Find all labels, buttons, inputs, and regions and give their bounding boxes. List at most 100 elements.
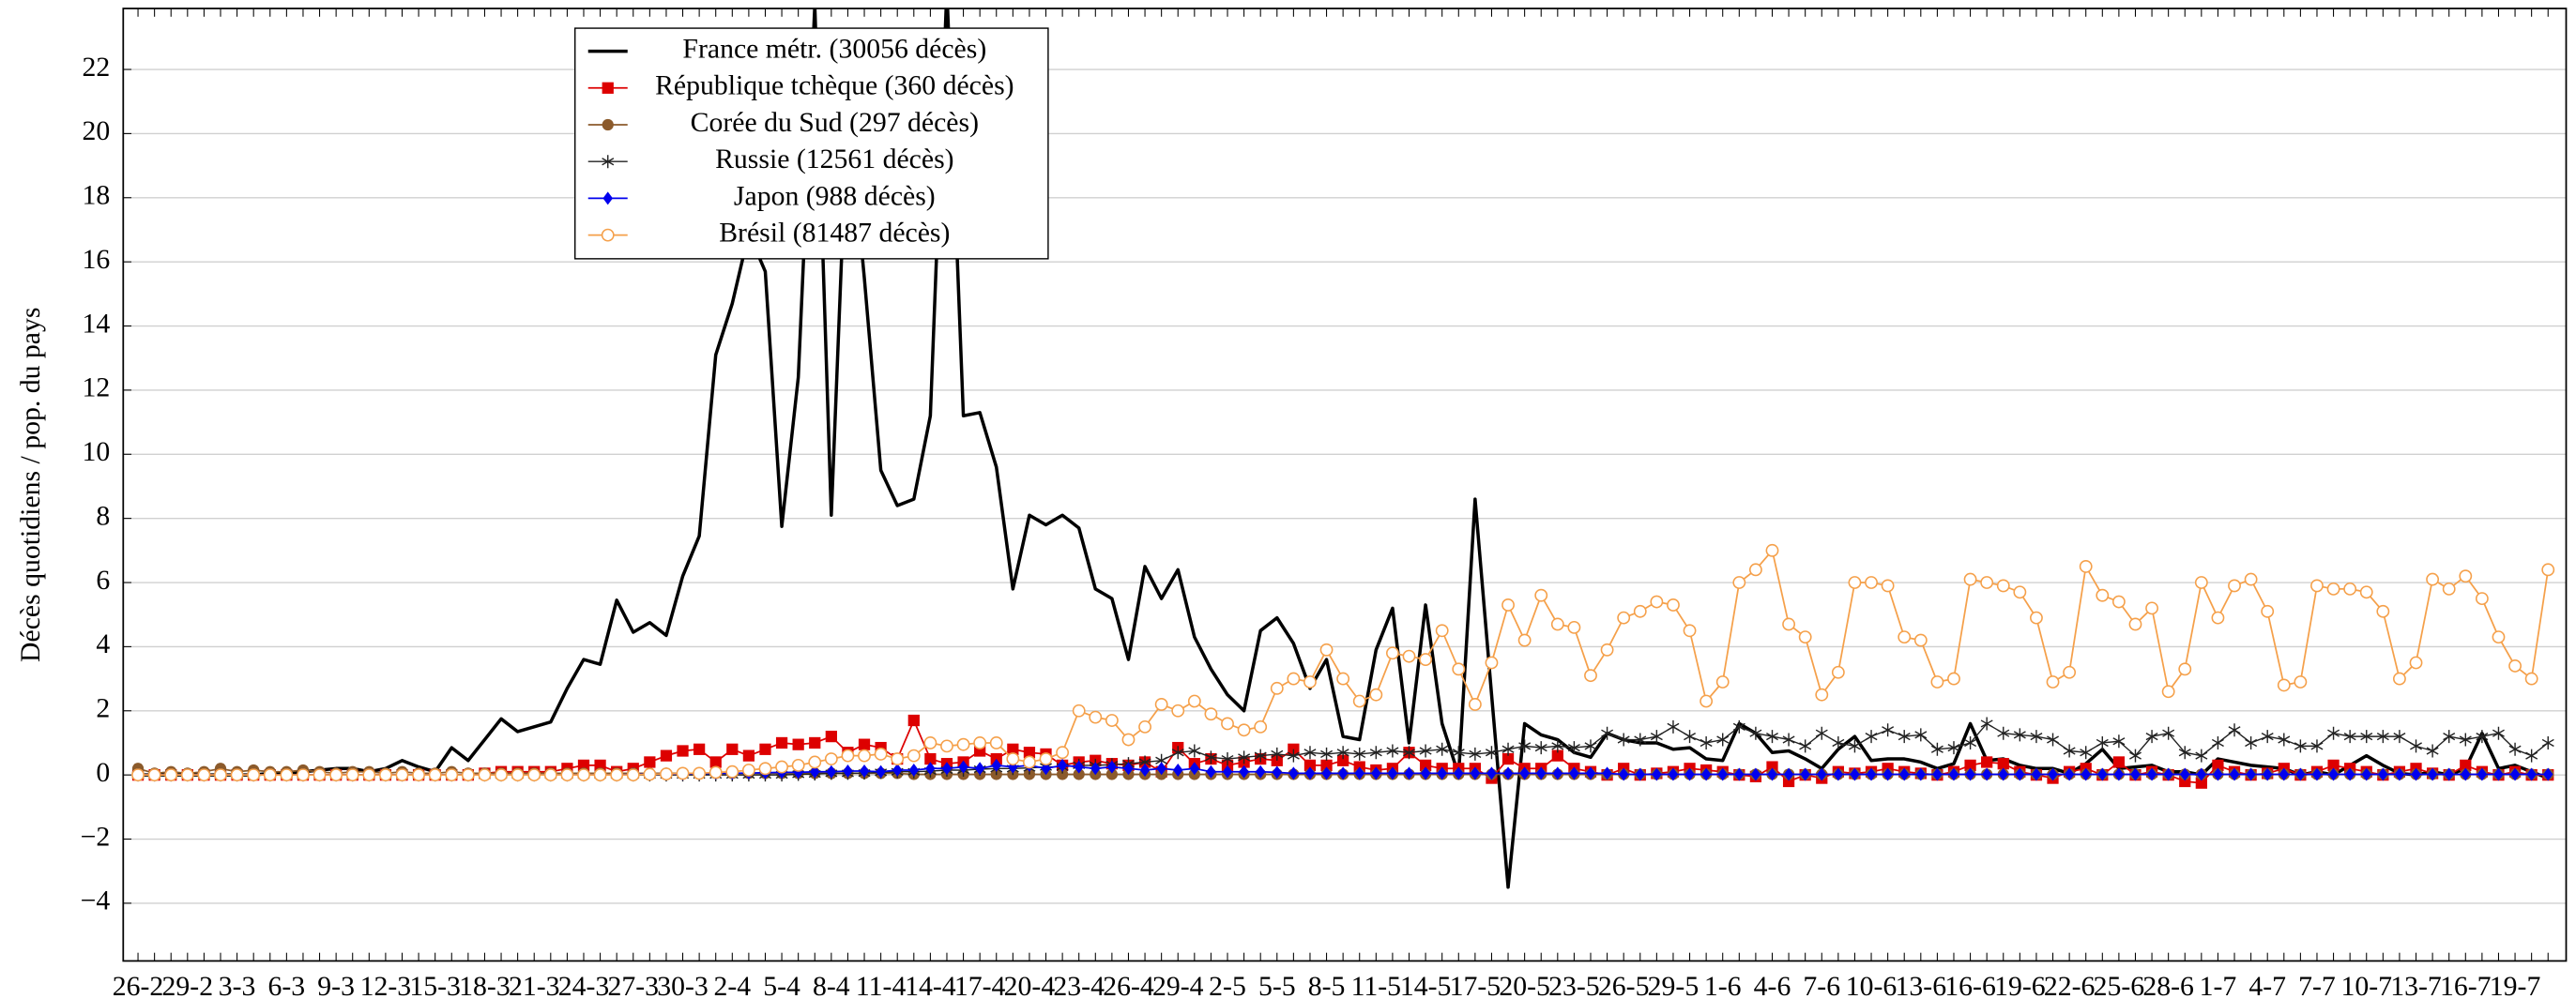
data-point (1452, 746, 1465, 760)
data-point (527, 768, 541, 782)
x-tick-label: 25-6 (2094, 971, 2145, 999)
legend-label: Russie (12561 décès) (715, 144, 953, 174)
data-point (2378, 767, 2388, 781)
data-point (925, 762, 936, 776)
data-point (1239, 764, 1249, 779)
data-point (859, 764, 870, 779)
data-point (1881, 579, 1895, 593)
data-point (1403, 746, 1415, 760)
x-tick-label: 19-7 (2490, 971, 2541, 999)
legend-box (574, 27, 1049, 260)
data-point (726, 743, 739, 755)
data-point (214, 768, 227, 782)
data-point (1072, 704, 1086, 718)
data-point (1618, 767, 1629, 781)
data-point (1930, 742, 1943, 756)
data-point (1898, 630, 1912, 644)
data-point (1336, 746, 1349, 760)
data-point (1766, 730, 1778, 744)
data-point (1470, 766, 1481, 780)
data-point (1238, 750, 1251, 764)
data-point (1501, 752, 1515, 765)
data-point (874, 748, 888, 761)
data-point (1717, 767, 1728, 781)
data-point (1684, 730, 1697, 744)
data-point (2228, 723, 2241, 737)
data-point (2328, 767, 2339, 781)
data-point (2113, 767, 2125, 781)
data-point (891, 752, 905, 765)
data-point (197, 768, 211, 782)
data-point (841, 749, 855, 763)
data-point (593, 768, 607, 782)
data-point (693, 743, 706, 755)
x-tick-label: 10-7 (2340, 971, 2392, 999)
data-point (2310, 579, 2324, 593)
data-point (693, 766, 707, 780)
x-tick-label: 23-5 (1548, 971, 1600, 999)
series-line (138, 8, 2549, 889)
data-point (2013, 728, 2026, 742)
data-point (2409, 656, 2423, 670)
data-point (1569, 766, 1579, 780)
data-point (973, 736, 987, 749)
data-point (1354, 766, 1364, 780)
data-point (1501, 742, 1515, 756)
data-point (1501, 598, 1515, 612)
data-point (2460, 759, 2472, 772)
data-point (2492, 726, 2505, 740)
data-point (1850, 767, 1860, 781)
data-point (1997, 726, 2010, 740)
data-point (1337, 754, 1349, 766)
data-point (825, 730, 837, 743)
x-tick-label: 22-6 (2044, 971, 2096, 999)
data-point (1386, 646, 1399, 660)
data-point (1039, 752, 1053, 765)
x-tick-label: 13-6 (1896, 971, 1947, 999)
data-point (495, 768, 508, 782)
data-point (1419, 744, 1432, 758)
data-point (2295, 767, 2306, 781)
x-tick-label: 18-3 (459, 971, 511, 999)
data-point (1732, 719, 1745, 734)
data-point (660, 749, 673, 762)
x-tick-label: 1-7 (2200, 971, 2237, 999)
data-point (1948, 767, 1959, 781)
data-point (676, 766, 690, 780)
data-point (2294, 675, 2308, 689)
legend-label: France métr. (30056 décès) (682, 33, 986, 64)
data-point (1817, 767, 1827, 781)
data-point (2096, 588, 2110, 602)
data-point (1319, 643, 1334, 657)
data-point (2195, 749, 2208, 763)
data-point (2393, 672, 2406, 686)
data-point (428, 768, 442, 782)
data-point (164, 768, 178, 782)
data-point (2046, 675, 2060, 689)
plot-frame (122, 8, 2568, 962)
data-point (2376, 604, 2390, 618)
data-point (312, 768, 327, 782)
x-tick-label: 15-3 (409, 971, 461, 999)
data-point (2443, 730, 2456, 744)
data-point (924, 752, 937, 765)
data-point (1123, 762, 1134, 776)
data-point (1783, 767, 1794, 781)
data-point (858, 749, 871, 763)
data-point (2128, 617, 2142, 631)
data-point (1287, 672, 1301, 686)
data-point (709, 765, 723, 780)
data-point (991, 758, 1002, 772)
data-point (1057, 758, 1068, 772)
data-point (2244, 572, 2258, 586)
data-point (907, 714, 920, 727)
data-point (1469, 747, 1482, 761)
data-point (1304, 766, 1316, 780)
data-point (2111, 595, 2126, 609)
data-point (1716, 733, 1730, 747)
data-point (1882, 767, 1893, 781)
data-point (2245, 735, 2258, 749)
x-tick-label: 7-7 (2298, 971, 2336, 999)
data-point (2261, 604, 2275, 618)
data-point (958, 760, 968, 774)
